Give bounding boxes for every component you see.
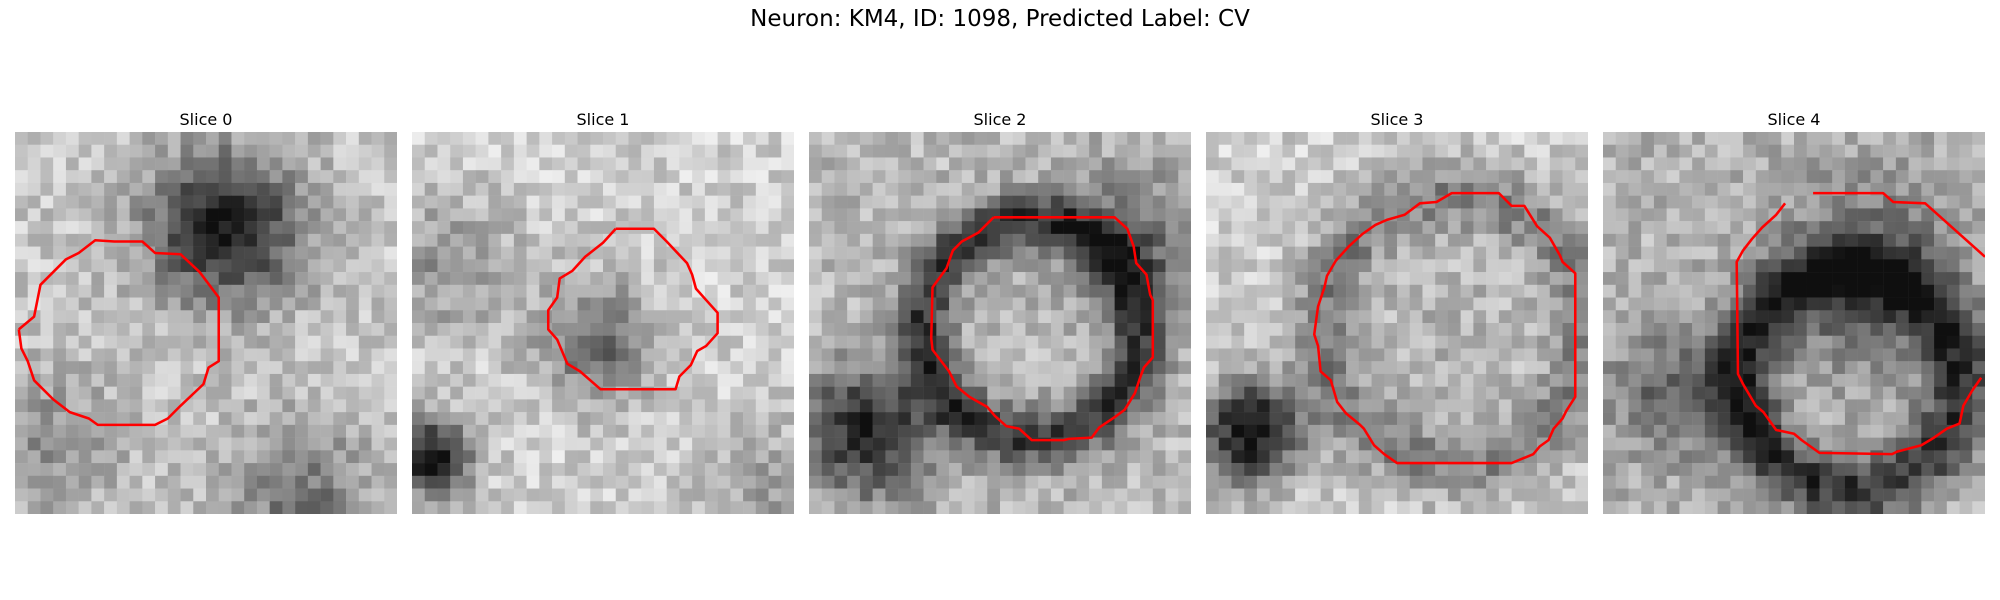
slice-image-1 xyxy=(412,132,794,514)
slice-title-2: Slice 2 xyxy=(973,110,1027,129)
slice-panel-3: Slice 3 xyxy=(1206,108,1588,514)
slice-title-4: Slice 4 xyxy=(1767,110,1821,129)
slice-title-0: Slice 0 xyxy=(179,110,233,129)
slice-image-3 xyxy=(1206,132,1588,514)
slice-image-4 xyxy=(1603,132,1985,514)
slice-title-1: Slice 1 xyxy=(576,110,630,129)
slice-panel-0: Slice 0 xyxy=(15,108,397,514)
contour-line-4-0 xyxy=(1813,191,1985,258)
slice-panel-2: Slice 2 xyxy=(809,108,1191,514)
contour-line-3 xyxy=(1312,191,1577,465)
contour-line-1 xyxy=(546,227,719,391)
slice-panel-1: Slice 1 xyxy=(412,108,794,514)
slice-image-2 xyxy=(809,132,1191,514)
contour-line-2 xyxy=(929,216,1155,442)
slice-title-3: Slice 3 xyxy=(1370,110,1424,129)
figure-title: Neuron: KM4, ID: 1098, Predicted Label: … xyxy=(750,6,1250,32)
slice-image-0 xyxy=(15,132,397,514)
contour-line-0 xyxy=(17,238,221,427)
contour-line-4-1 xyxy=(1735,202,1983,456)
slice-panel-4: Slice 4 xyxy=(1603,108,1985,514)
